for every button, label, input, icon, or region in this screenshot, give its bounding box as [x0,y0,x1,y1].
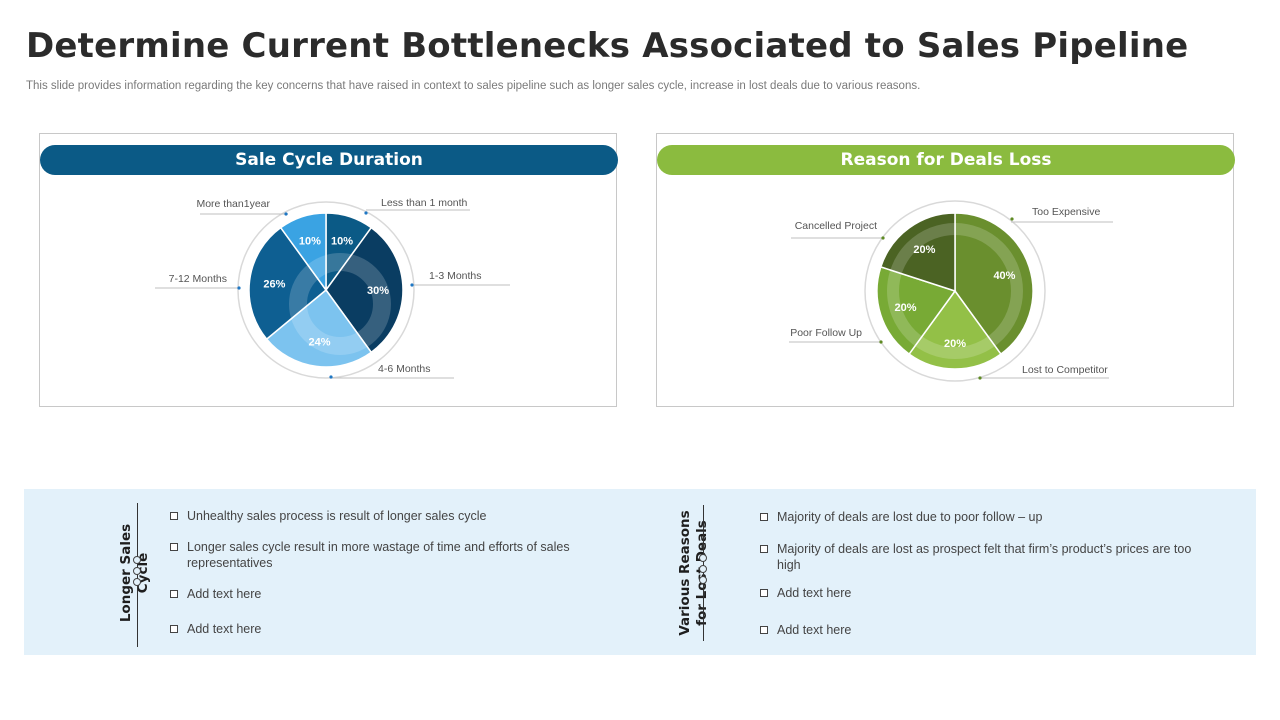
checkbox-bullet-icon [170,512,178,520]
list-item-text: Majority of deals are lost as prospect f… [777,542,1192,572]
pie-slice-1-3-months [325,226,404,354]
checkbox-bullet-icon [760,545,768,553]
callout-label-lost-to-competitor: Lost to Competitor [1022,364,1108,376]
list-item-text: Add text here [187,587,262,601]
pie-inner-highlight [289,253,391,355]
page-title: Determine Current Bottlenecks Associated… [26,26,1189,66]
slice-value-label: 26% [263,278,285,290]
connector-dot [699,554,707,562]
callout-dot [410,283,414,287]
list-item-text: Add text here [777,623,852,637]
connector-dot [699,576,707,584]
lost-deals-list: Majority of deals are lost due to poor f… [758,509,1198,638]
pie-slice-too-expensive [954,212,1034,356]
pie-slice-lost-to-competitor [908,289,1002,370]
callout-label-too-expensive: Too Expensive [1032,206,1100,218]
callout-dot [364,211,368,215]
list-item-text: Longer sales cycle result in more wastag… [187,540,570,570]
slice-value-label: 24% [308,337,330,349]
list-item-text: Add text here [777,586,852,600]
list-item: Add text here [168,621,608,637]
callout-dot [879,340,883,344]
callout-label-more-than1year: More than1year [196,198,270,210]
longer-sales-cycle-list: Unhealthy sales process is result of lon… [168,508,608,637]
lost-deals-heading: Various Reasons for Lost Deals [677,510,710,636]
connector-dot [133,556,141,564]
callout-label-cancelled-project: Cancelled Project [795,220,877,232]
slice-value-label: 10% [299,236,321,248]
pie-slice-7-12-months [248,226,328,341]
connector-dot [133,578,141,586]
list-item-text: Add text here [187,622,262,636]
callout-label-poor-follow-up: Poor Follow Up [790,327,862,339]
slice-value-label: 20% [944,338,966,350]
connector-dot [699,565,707,573]
page-subtitle: This slide provides information regardin… [26,80,921,92]
checkbox-bullet-icon [760,626,768,634]
slice-value-label: 10% [331,236,353,248]
sale-cycle-header: Sale Cycle Duration [40,145,618,175]
callout-dot [329,375,333,379]
list-item: Majority of deals are lost due to poor f… [758,509,1198,525]
callout-dot [284,212,288,216]
list-item: Unhealthy sales process is result of lon… [168,508,608,524]
deals-loss-pie-chart: 40% 20% 20% 20% Too Expensive Lost to Competi… [789,200,1113,382]
callout-dot [237,286,241,290]
slice-value-label: 20% [895,302,917,314]
list-item: Majority of deals are lost as prospect f… [758,541,1198,573]
pie-inner-highlight [887,223,1023,359]
pie-slice-4-6-months [265,288,373,368]
callout-label-4-6-months: 4-6 Months [378,363,431,375]
divider-line-left [137,503,138,647]
list-item: Add text here [758,622,1198,638]
sale-cycle-panel: Sale Cycle Duration 10% 30% 24% 26% 10% Less … [39,133,618,407]
list-item-text: Majority of deals are lost due to poor f… [777,510,1043,524]
checkbox-bullet-icon [170,625,178,633]
list-item: Add text here [758,585,1198,601]
callout-label-7-12-months: 7-12 Months [169,273,227,285]
list-item: Add text here [168,586,608,602]
callout-dot [978,376,982,380]
list-item-text: Unhealthy sales process is result of lon… [187,509,487,523]
callout-dot [1010,217,1014,221]
callout-label-less-than-1-month: Less than 1 month [381,197,468,209]
checkbox-bullet-icon [760,589,768,597]
connector-dot [133,567,141,575]
pie-slice-cancelled-project [879,212,956,293]
slice-value-label: 20% [913,244,935,256]
callout-dot [881,236,885,240]
callout-label-1-3-months: 1-3 Months [429,270,482,282]
pie-slice-more-than1year [279,212,327,293]
checkbox-bullet-icon [170,590,178,598]
pie-slice-poor-follow-up [876,265,957,356]
checkbox-bullet-icon [760,513,768,521]
slice-value-label: 40% [993,270,1015,282]
list-item: Longer sales cycle result in more wastag… [168,539,608,571]
checkbox-bullet-icon [170,543,178,551]
sale-cycle-pie-chart: 10% 30% 24% 26% 10% Less than 1 month 1-3 Mont… [155,197,510,379]
bottlenecks-summary: Longer Sales Cycle Unhealthy sales proce… [24,489,1256,655]
deals-loss-panel: Reason for Deals Loss 40% 20% 20% 20% Too Ex… [656,133,1235,407]
divider-line-right [703,505,704,641]
slice-value-label: 30% [367,285,389,297]
deals-loss-header: Reason for Deals Loss [657,145,1235,175]
